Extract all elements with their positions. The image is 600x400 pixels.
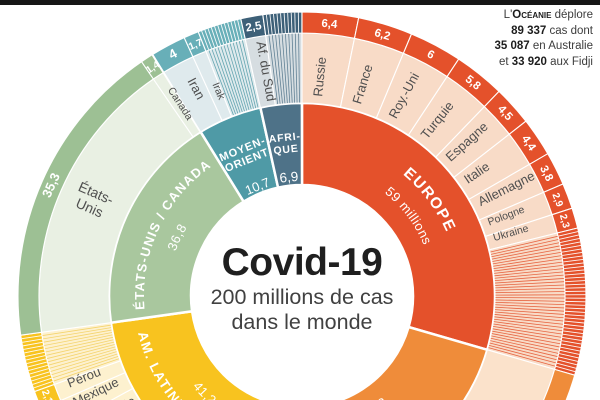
value-af-du-sud: 2,5 xyxy=(245,20,263,35)
country-label-russie: Russie xyxy=(310,56,329,97)
stripes-am-latine-caraibes xyxy=(21,324,120,389)
svg-text:6,9: 6,9 xyxy=(279,169,299,186)
chart-center-text: Covid-19 200 millions de cas dans le mon… xyxy=(152,240,452,335)
value-russie: 6,4 xyxy=(321,18,339,32)
subtitle-line-1: 200 millions de cas xyxy=(210,285,394,309)
page-title: Covid-19 xyxy=(221,241,383,284)
top-black-bar xyxy=(0,0,600,5)
region-asie xyxy=(336,325,489,400)
value-france: 6,2 xyxy=(373,27,392,43)
band-asie-autres xyxy=(542,368,576,400)
region-label-afrique: AFRI-QUE 6,9 xyxy=(268,130,301,186)
stripes-afrique xyxy=(265,12,300,105)
band-canada xyxy=(140,54,164,80)
country-label-etats-unis: États-Unis xyxy=(74,178,117,220)
value-irak: 1,7 xyxy=(187,37,204,53)
svg-text:AFRI-: AFRI- xyxy=(268,130,301,145)
stripes-moyen-orient xyxy=(201,19,259,116)
value-ukraine: 2,3 xyxy=(557,213,572,230)
value-pologne: 2,9 xyxy=(549,192,564,209)
value-perou: 2,1 xyxy=(39,388,54,400)
svg-text:QUE: QUE xyxy=(273,143,299,158)
subtitle-line-2: dans le monde xyxy=(231,310,373,334)
stripes-europe xyxy=(488,231,586,373)
oceania-note: L'Océanie déplore 89 337 cas dont 35 087 e… xyxy=(494,9,593,68)
slice-asie-autres xyxy=(463,349,556,400)
value-roy-uni: 6 xyxy=(425,48,436,62)
